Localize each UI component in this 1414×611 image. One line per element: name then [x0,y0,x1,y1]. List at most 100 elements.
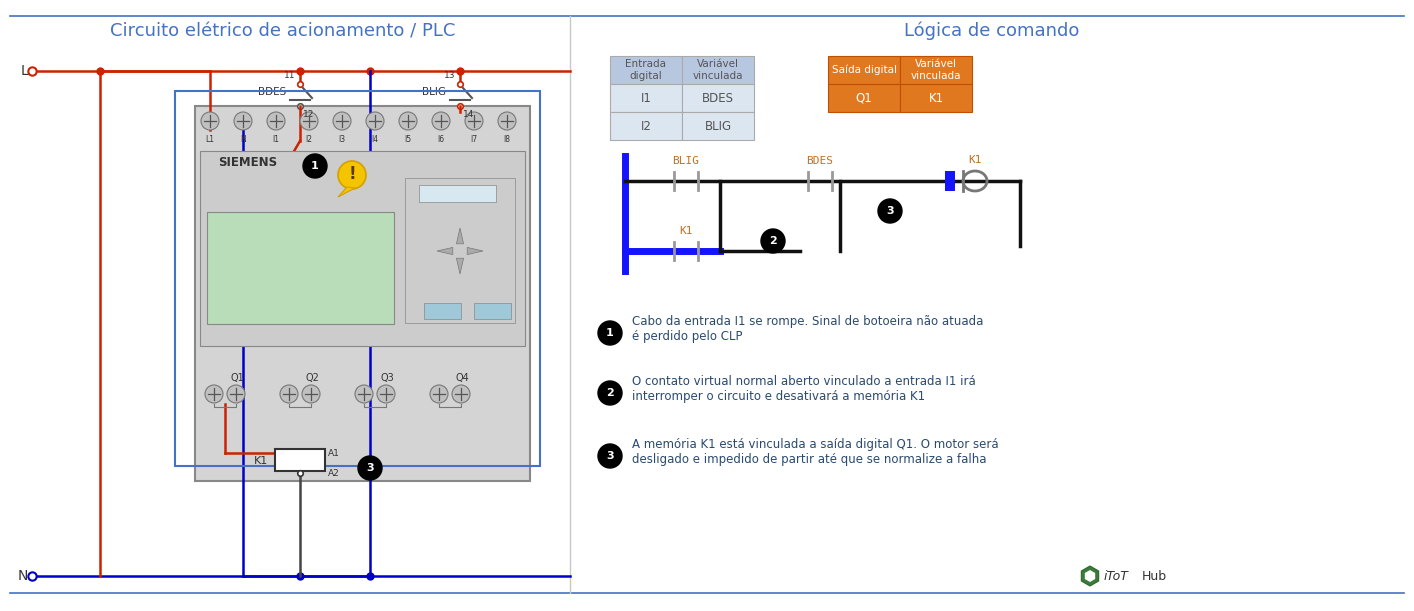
Text: N: N [240,135,246,144]
Circle shape [233,112,252,130]
Text: N: N [17,569,28,583]
Text: Variável
vinculada: Variável vinculada [911,59,962,81]
Text: I1: I1 [641,92,652,104]
Text: Q2: Q2 [305,373,320,383]
Text: O contato virtual normal aberto vinculado a entrada I1 irá
interromper o circuit: O contato virtual normal aberto vinculad… [632,375,976,403]
FancyBboxPatch shape [829,56,899,84]
Text: BDES: BDES [701,92,734,104]
Text: Variável
vinculada: Variável vinculada [693,59,744,81]
Text: 3: 3 [607,451,614,461]
Circle shape [399,112,417,130]
Text: Saída digital: Saída digital [831,65,896,75]
Bar [945,171,954,191]
Text: K1: K1 [679,226,693,236]
Text: A memória K1 está vinculada a saída digital Q1. O motor será
desligado e impedid: A memória K1 está vinculada a saída digi… [632,438,998,466]
Circle shape [355,385,373,403]
Text: BLIG: BLIG [704,120,731,133]
Circle shape [878,199,902,223]
Circle shape [334,112,351,130]
Polygon shape [338,187,355,197]
Text: 13: 13 [444,71,455,80]
Text: 2: 2 [769,236,776,246]
FancyBboxPatch shape [609,84,682,112]
Circle shape [228,385,245,403]
FancyBboxPatch shape [609,112,682,140]
Text: Hub: Hub [1143,569,1167,582]
Text: I2: I2 [305,135,312,144]
Circle shape [452,385,469,403]
FancyBboxPatch shape [829,84,899,112]
Text: BDES: BDES [257,87,286,97]
Circle shape [303,154,327,178]
Circle shape [598,444,622,468]
Text: 14: 14 [462,110,474,119]
Polygon shape [457,228,464,244]
FancyBboxPatch shape [609,56,682,84]
Circle shape [300,112,318,130]
Circle shape [338,161,366,189]
Text: K1: K1 [253,456,269,466]
Text: Q1: Q1 [855,92,872,104]
Text: A2: A2 [328,469,339,478]
Text: BLIG: BLIG [673,156,700,166]
FancyBboxPatch shape [899,84,971,112]
Circle shape [303,385,320,403]
FancyBboxPatch shape [195,106,530,481]
Text: L1: L1 [205,135,215,144]
FancyBboxPatch shape [682,84,754,112]
Text: !: ! [348,165,356,183]
Polygon shape [1082,566,1099,586]
Text: 11: 11 [283,71,296,80]
Circle shape [598,381,622,405]
Text: 1: 1 [311,161,320,171]
Text: I8: I8 [503,135,510,144]
Text: 1: 1 [607,328,614,338]
Circle shape [430,385,448,403]
Text: I5: I5 [404,135,411,144]
Text: Entrada
digital: Entrada digital [625,59,666,81]
FancyBboxPatch shape [474,303,510,319]
Text: BLIG: BLIG [421,87,445,97]
Circle shape [201,112,219,130]
Circle shape [761,229,785,253]
Text: L: L [20,64,28,78]
FancyBboxPatch shape [682,112,754,140]
Text: I2: I2 [641,120,652,133]
Circle shape [598,321,622,345]
FancyBboxPatch shape [404,178,515,323]
Text: Circuito elétrico de acionamento / PLC: Circuito elétrico de acionamento / PLC [110,22,455,40]
Text: Q4: Q4 [455,373,469,383]
Text: 3: 3 [366,463,373,473]
Circle shape [378,385,395,403]
Text: I1: I1 [273,135,280,144]
Polygon shape [467,247,484,255]
Text: Q3: Q3 [380,373,395,383]
Text: 12: 12 [303,110,314,119]
Text: I6: I6 [437,135,444,144]
Polygon shape [1085,570,1096,582]
Text: 2: 2 [607,388,614,398]
Text: Q1: Q1 [230,373,243,383]
Text: I4: I4 [372,135,379,144]
FancyBboxPatch shape [419,185,496,202]
Text: A1: A1 [328,448,339,458]
Text: K1: K1 [929,92,943,104]
FancyBboxPatch shape [424,303,461,319]
Circle shape [267,112,286,130]
FancyBboxPatch shape [899,56,971,84]
FancyBboxPatch shape [206,212,395,324]
FancyBboxPatch shape [682,56,754,84]
Circle shape [366,112,385,130]
Text: I7: I7 [471,135,478,144]
Circle shape [280,385,298,403]
Circle shape [465,112,484,130]
Text: SIEMENS: SIEMENS [218,156,277,169]
Circle shape [433,112,450,130]
Circle shape [205,385,223,403]
Text: iToT: iToT [1104,569,1128,582]
Circle shape [498,112,516,130]
Text: Cabo da entrada I1 se rompe. Sinal de botoeira não atuada
é perdido pelo CLP: Cabo da entrada I1 se rompe. Sinal de bo… [632,315,983,343]
Text: BDES: BDES [806,156,833,166]
FancyBboxPatch shape [199,151,525,346]
Polygon shape [457,258,464,274]
